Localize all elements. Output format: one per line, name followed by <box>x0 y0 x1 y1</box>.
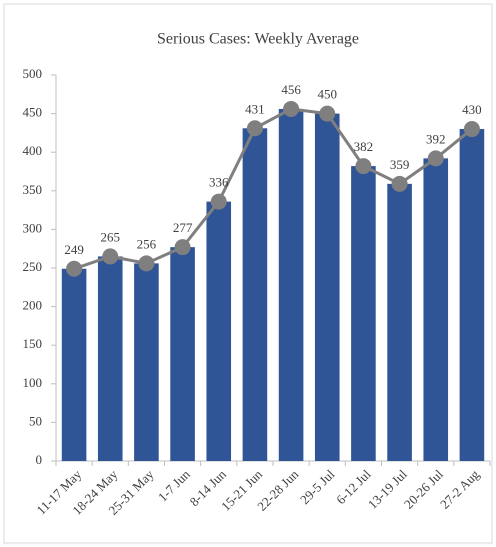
data-label: 336 <box>209 175 229 190</box>
bar <box>242 128 268 461</box>
data-label: 430 <box>462 102 482 117</box>
y-tick-label: 500 <box>23 66 43 81</box>
line-marker <box>174 239 191 256</box>
bar <box>134 263 159 461</box>
bar <box>170 247 195 461</box>
line-marker <box>319 105 336 122</box>
bar <box>206 201 232 461</box>
y-tick-label: 200 <box>23 298 43 313</box>
y-tick-label: 150 <box>23 336 43 351</box>
line-marker <box>391 175 408 192</box>
chart-title: Serious Cases: Weekly Average <box>157 31 359 48</box>
bar <box>351 166 376 461</box>
y-tick-label: 400 <box>23 143 43 158</box>
y-tick-label: 450 <box>23 105 43 120</box>
line-marker <box>102 248 119 265</box>
bar <box>61 268 87 461</box>
y-tick-label: 350 <box>23 182 43 197</box>
data-label: 265 <box>101 229 121 244</box>
bar <box>423 158 449 461</box>
data-label: 431 <box>245 101 265 116</box>
data-label: 277 <box>173 220 193 235</box>
line-marker <box>463 121 480 138</box>
y-tick-label: 50 <box>29 413 42 428</box>
line-marker <box>138 255 155 272</box>
line-marker <box>210 193 227 210</box>
bar <box>278 108 304 461</box>
y-tick-label: 250 <box>23 259 43 274</box>
bar <box>314 113 340 461</box>
bar <box>387 183 412 462</box>
line-marker <box>246 120 263 137</box>
data-label: 382 <box>354 139 374 154</box>
data-label: 249 <box>64 242 84 257</box>
data-label: 359 <box>390 157 410 172</box>
y-tick-label: 300 <box>23 220 43 235</box>
bar <box>459 129 485 462</box>
data-label: 256 <box>137 236 157 251</box>
data-label: 392 <box>426 131 446 146</box>
line-marker <box>427 150 444 167</box>
y-tick-label: 100 <box>23 375 43 390</box>
line-marker <box>283 100 300 117</box>
y-tick-label: 0 <box>36 452 43 467</box>
bar <box>97 256 123 461</box>
line-marker <box>66 260 83 277</box>
data-label: 450 <box>318 87 338 102</box>
data-label: 456 <box>281 82 301 97</box>
line-marker <box>355 158 372 175</box>
